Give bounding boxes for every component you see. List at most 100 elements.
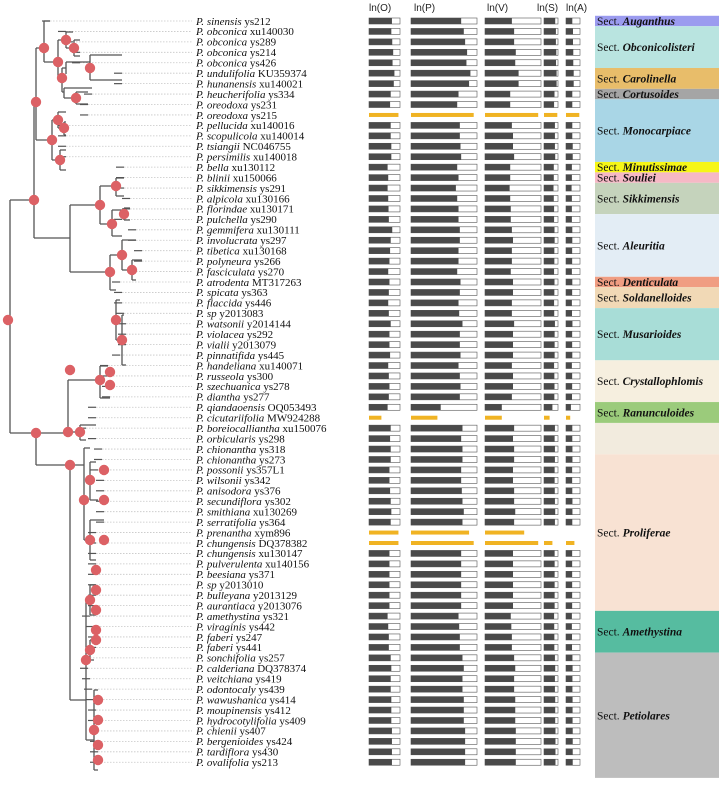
section-label: Sect. Amethystina [597,627,682,639]
taxon-code: y2013076 [258,600,303,612]
section-name: Aleuritia [622,240,665,252]
taxon-species: obconica [207,26,250,38]
bar-fill [411,675,463,682]
bar-fill [369,341,390,348]
bar-fill [411,633,460,640]
bar-fill [485,49,516,56]
taxon-species: bella [207,162,232,174]
taxon-genus: P. [195,674,207,686]
taxon-label: P. cicutariifolia MW924288 [195,413,321,425]
section-name: Denticulata [622,277,679,289]
bar-fill [485,477,513,484]
bar-highlight [566,415,571,420]
bar-fill [369,216,389,223]
taxon-genus: P. [195,172,207,184]
bar-fill [485,258,512,265]
bar-fill [369,289,389,296]
bar-fill [566,686,573,693]
taxon-code: xu130111 [257,225,300,237]
node-marker [94,199,106,211]
section-band [595,454,719,611]
taxon-label: P. chungensis xu130147 [195,548,303,560]
taxon-species: chungensis [207,548,259,560]
taxon-code: ys292 [247,329,273,341]
taxon-label: P. obconica xu140030 [195,26,294,38]
bar-fill [485,38,515,45]
bar-fill [485,602,513,609]
bar-fill [566,237,573,244]
taxon-genus: P. [195,684,207,696]
taxon-genus: P. [195,225,207,237]
bar-fill [544,18,556,24]
taxon-code: xu150076 [282,423,327,435]
bar-fill [566,435,573,442]
bar-fill [566,49,574,56]
bar-fill [544,717,556,724]
bar-fill [485,686,515,693]
section-name: Crystallophlomis [623,376,704,388]
taxon-species: undulifolia [207,68,258,80]
bar-fill [485,498,515,505]
bar-fill [369,38,393,45]
taxon-genus: P. [195,120,207,132]
section-name: Ranunculoides [622,408,695,420]
bar-fill [566,195,572,202]
taxon-label: P. wawushanica ys414 [195,694,296,706]
taxon-species: chionantha [207,454,259,466]
taxon-label: P. bella xu130112 [195,162,275,174]
bar-fill [544,738,556,745]
bar-fill [411,654,463,661]
taxon-label: P. viraginis ys442 [195,621,275,633]
bar-fill [566,665,573,672]
bar-fill [411,101,458,108]
node-marker [90,564,102,576]
taxon-species: calderiana [207,663,257,675]
bar-fill [369,268,389,275]
bar-fill [485,352,513,359]
taxon-genus: P. [195,204,207,216]
bar-fill [411,404,441,411]
bar-fill [411,122,460,129]
taxon-code: xu140156 [265,559,310,571]
bar-fill [544,289,555,296]
bar-fill [369,748,392,755]
section-prefix: Sect. [597,162,623,174]
taxon-species: diantha [207,392,243,404]
bar-fill [544,759,556,766]
taxon-species: sinensis [207,16,245,28]
taxon-label: P. obconica ys289 [195,37,277,49]
taxon-genus: P. [195,715,207,727]
taxon-code: OQ053493 [268,402,317,414]
bar-fill [485,331,513,338]
taxon-species: watsonii [207,319,247,331]
node-marker [110,180,122,192]
bar-fill [411,258,459,265]
bar-fill [411,571,462,578]
bar-fill [566,466,573,473]
bar-fill [411,195,458,202]
taxon-code: ys357L1 [246,465,285,477]
taxon-label: P. persimilis xu140018 [195,152,297,164]
column-header: ln(O) [369,3,391,14]
taxon-species: sp [207,580,220,592]
bar-fill [544,665,556,672]
taxon-label: P. chionantha ys273 [195,454,286,466]
section-prefix: Sect. [597,376,623,388]
taxon-code: ys442 [249,621,275,633]
bar-fill [411,613,459,620]
bar-fill [566,331,573,338]
node-marker [68,42,80,54]
bar-fill [566,425,573,432]
bar-fill [485,717,516,724]
bar-fill [566,759,573,766]
bar-highlight [485,415,502,420]
bar-fill [369,696,392,703]
taxon-genus: P. [195,214,207,226]
bar-fill [411,602,462,609]
section-prefix: Sect. [597,408,623,420]
bar-fill [485,675,515,682]
bar-column-headers: ln(O) ln(P) ln(V) ln(S) ln(A) [369,3,587,14]
bar-highlight [566,541,575,545]
bar-fill [485,362,512,369]
bar-fill [369,164,388,171]
